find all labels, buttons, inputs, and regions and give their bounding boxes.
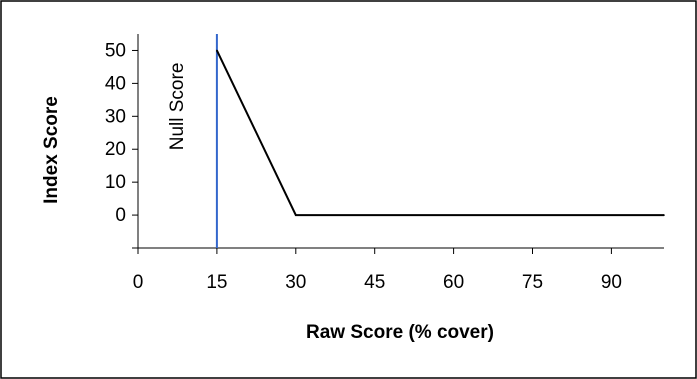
y-tick-label: 30 <box>105 106 126 127</box>
x-tick-label: 45 <box>364 272 385 293</box>
x-tick-label: 0 <box>133 272 144 293</box>
y-tick-label: 20 <box>105 139 126 160</box>
data-point <box>216 49 218 52</box>
null-score-label: Null Score <box>167 63 188 151</box>
plot-area: 0 10 20 30 40 50 0 15 30 45 60 75 90 Null Score <box>105 34 665 293</box>
y-tick-label: 50 <box>105 40 126 61</box>
data-point <box>295 214 297 216</box>
x-axis-title: Raw Score (% cover) <box>306 322 494 343</box>
y-tick-label: 0 <box>115 205 126 226</box>
x-tick-label: 30 <box>285 272 306 293</box>
x-tick-label: 90 <box>601 272 622 293</box>
x-tick-label: 75 <box>522 272 543 293</box>
y-tick-label: 10 <box>105 172 126 193</box>
y-tick-label: 40 <box>105 73 126 94</box>
x-tick-label: 15 <box>206 272 227 293</box>
data-point <box>663 214 665 216</box>
x-tick-label: 60 <box>443 272 464 293</box>
y-axis-title: Index Score <box>41 96 62 204</box>
